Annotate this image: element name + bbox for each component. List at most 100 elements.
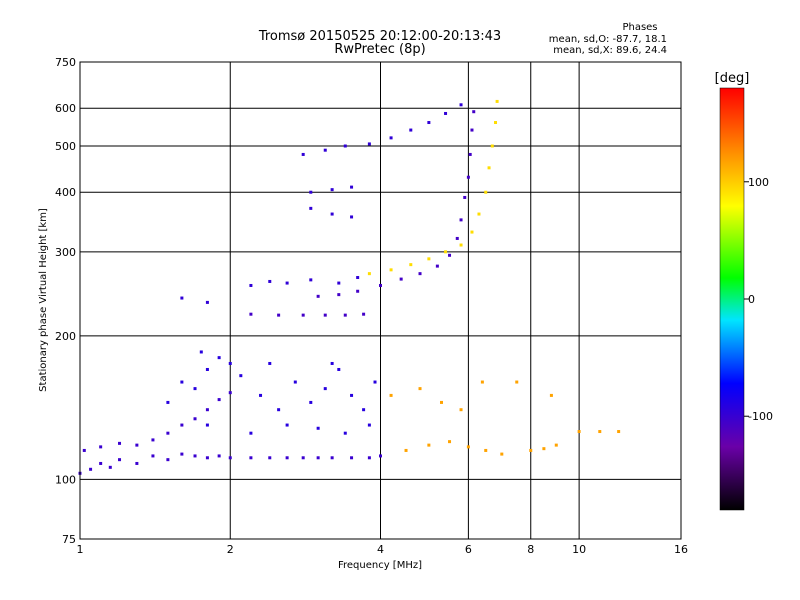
echo-point [205,423,209,427]
x-tick-label: 10 [572,543,586,556]
echo-point [542,447,546,451]
echo-point [529,448,533,452]
echo-point [490,144,494,148]
echo-point [108,465,112,469]
echo-point [309,278,313,282]
echo-point [323,387,327,391]
chart-subtitle: RwPretec (8p) [334,42,425,57]
echo-point [193,417,197,421]
y-tick-label: 200 [55,330,76,343]
x-tick-label: 4 [377,543,384,556]
echo-point [598,430,602,434]
echo-point [379,454,382,458]
echo-point [459,103,463,107]
plot-frame [79,61,682,540]
echo-point [356,289,360,293]
echo-points [78,99,621,475]
x-tick-label: 16 [674,543,688,556]
echo-point [277,313,281,317]
echo-point [379,283,382,287]
echo-point [135,443,139,447]
echo-point [484,448,488,452]
echo-point [500,452,504,456]
stats-heading: Phases [622,22,657,33]
echo-point [205,367,209,371]
echo-point [166,400,170,404]
echo-point [166,458,170,462]
echo-point [435,264,439,268]
echo-point [459,408,463,412]
chart-title: Tromsø 20150525 20:12:00-20:13:43 [258,29,501,44]
echo-point [427,257,431,261]
echo-point [285,423,289,427]
echo-point [472,110,476,114]
echo-point [409,128,413,132]
echo-point [470,128,474,132]
echo-point [367,456,371,460]
echo-point [99,445,103,449]
echo-point [418,272,422,276]
echo-point [427,443,431,447]
echo-point [180,423,184,427]
y-tick-label: 400 [55,186,76,199]
echo-point [404,448,408,452]
echo-point [285,456,289,460]
echo-point [166,431,170,435]
colorbar-label: [deg] [715,71,750,86]
echo-point [135,461,139,465]
echo-point [409,263,413,267]
grid [79,61,682,540]
echo-point [389,268,393,272]
colorbar-tick-label: -100 [748,410,773,423]
echo-point [193,454,197,458]
echo-point [350,456,354,460]
echo-point [494,121,498,125]
echo-point [444,111,448,115]
echo-point [228,456,232,460]
echo-point [362,408,366,412]
echo-point [427,121,431,125]
stats-x-line: mean, sd,X: 89.6, 24.4 [553,45,667,56]
echo-point [343,313,347,317]
y-tick-label: 500 [55,140,76,153]
echo-point [373,380,377,384]
x-axis-label: Frequency [MHz] [338,560,422,571]
echo-point [455,236,459,240]
echo-point [217,398,221,402]
y-tick-label: 100 [55,473,76,486]
echo-point [217,356,221,360]
echo-point [459,218,463,222]
echo-point [487,166,491,170]
echo-point [309,400,313,404]
echo-point [350,393,354,397]
echo-point [309,190,313,194]
echo-point [151,438,155,442]
echo-point [418,387,422,391]
echo-point [316,294,320,298]
echo-point [118,458,122,462]
echo-point [301,313,305,317]
x-tick-label: 8 [527,543,534,556]
echo-point [330,212,334,216]
echo-point [118,441,122,445]
echo-point [249,431,253,435]
echo-point [463,195,467,199]
echo-point [316,426,320,430]
echo-point [217,454,221,458]
echo-point [268,456,272,460]
y-tick-label: 300 [55,246,76,259]
echo-point [617,430,621,434]
echo-point [477,212,481,216]
y-axis-label: Stationary phase Virtual Height [km] [38,208,49,392]
echo-point [343,144,347,148]
echo-point [205,300,209,304]
echo-point [350,185,354,189]
echo-point [459,243,463,247]
echo-point [205,408,209,412]
stats-o-line: mean, sd,O: -87.7, 18.1 [549,34,667,45]
colorbar [719,87,745,511]
echo-point [193,387,197,391]
echo-point [468,152,472,156]
echo-point [259,393,263,397]
